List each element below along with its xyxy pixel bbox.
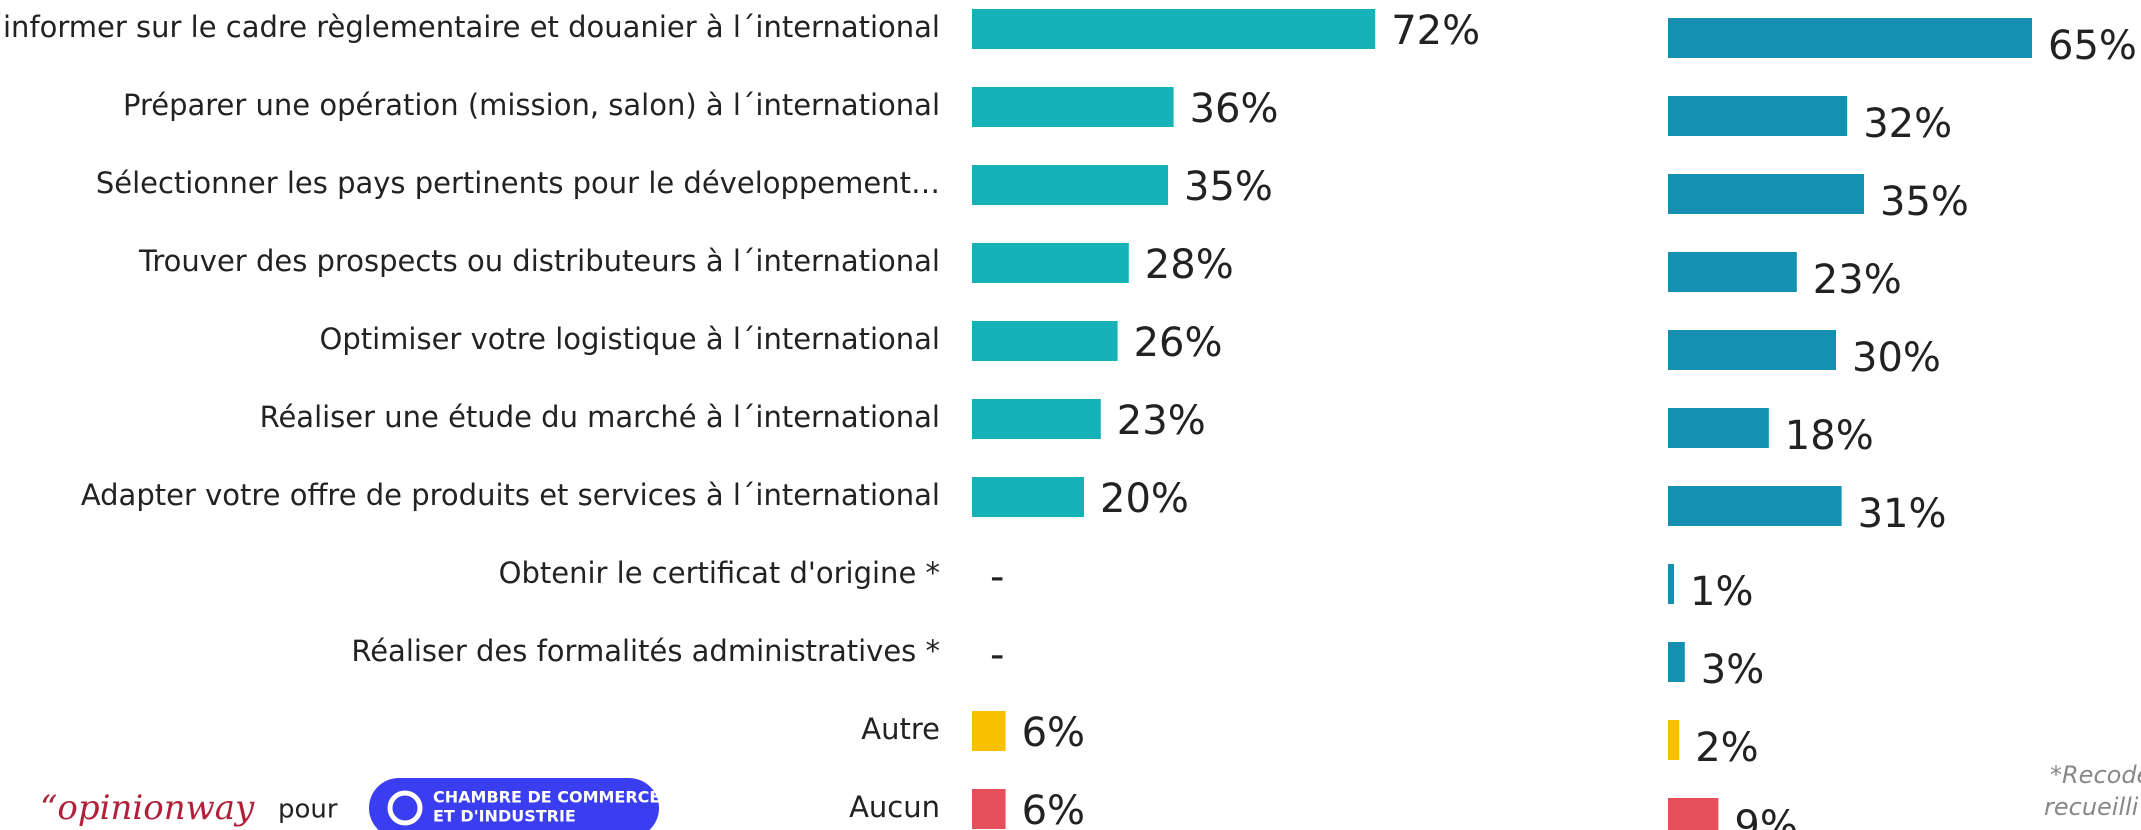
category-label: Trouver des prospects ou distributeurs à… [138, 244, 940, 278]
bar [1668, 174, 1864, 214]
bar [972, 321, 1118, 361]
value-label: 6% [1022, 710, 1085, 756]
bar [972, 87, 1174, 127]
value-label: 1% [1690, 569, 1753, 615]
value-label: 23% [1117, 398, 1206, 444]
category-label: Obtenir le certificat d'origine * [499, 556, 940, 590]
value-label: 2% [1695, 725, 1758, 771]
bar [1668, 96, 1848, 136]
bar [1668, 18, 2032, 58]
bar [972, 243, 1129, 283]
cci-text: CHAMBRE DE COMMERCE [433, 788, 660, 807]
footnote: *Recodé [2050, 761, 2141, 789]
bar [1668, 720, 1680, 760]
cci-badge [369, 778, 659, 830]
value-label: 72% [1391, 8, 1480, 54]
bar [1668, 252, 1797, 292]
category-label: Adapter votre offre de produits et servi… [81, 478, 940, 512]
value-label: - [990, 632, 1004, 678]
category-label: Autre [861, 712, 940, 746]
value-label: 32% [1863, 101, 1952, 147]
bar [1668, 798, 1719, 830]
cci-text: ET D'INDUSTRIE [433, 807, 576, 826]
bar [1668, 408, 1769, 448]
value-label: 31% [1858, 491, 1947, 537]
bar [1668, 564, 1674, 604]
category-label: Optimiser votre logistique à l´internati… [320, 322, 940, 356]
footnote: recueilli [2044, 793, 2139, 821]
bar [972, 165, 1168, 205]
bar [972, 789, 1006, 829]
category-label: Réaliser des formalités administratives … [351, 634, 940, 668]
bar [972, 399, 1101, 439]
value-label: 28% [1145, 242, 1234, 288]
category-label: Aucun [849, 790, 940, 824]
value-label: 30% [1852, 335, 1941, 381]
value-label: 6% [1022, 788, 1085, 830]
bar [972, 477, 1084, 517]
bar [1668, 330, 1836, 370]
value-label: 26% [1134, 320, 1223, 366]
category-label: Réaliser une étude du marché à l´interna… [260, 400, 940, 434]
value-label: 18% [1785, 413, 1874, 459]
category-label: Préparer une opération (mission, salon) … [123, 88, 940, 122]
bar [1668, 642, 1685, 682]
pour-text: pour [278, 795, 338, 825]
value-label: 35% [1184, 164, 1273, 210]
value-label: 20% [1100, 476, 1189, 522]
value-label: 3% [1701, 647, 1764, 693]
category-label: S´informer sur le cadre règlementaire et… [0, 10, 940, 44]
opinionway-logo: “opinionway [40, 788, 255, 828]
value-label: - [990, 554, 1004, 600]
bar [1668, 486, 1842, 526]
cci-icon [387, 790, 423, 826]
value-label: 36% [1190, 86, 1279, 132]
value-label: 23% [1813, 257, 1902, 303]
value-label: 9% [1734, 803, 1797, 830]
bar [972, 9, 1376, 49]
category-label: Sélectionner les pays pertinents pour le… [96, 166, 940, 200]
bar [972, 711, 1006, 751]
value-label: 65% [2048, 23, 2137, 69]
value-label: 35% [1880, 179, 1969, 225]
